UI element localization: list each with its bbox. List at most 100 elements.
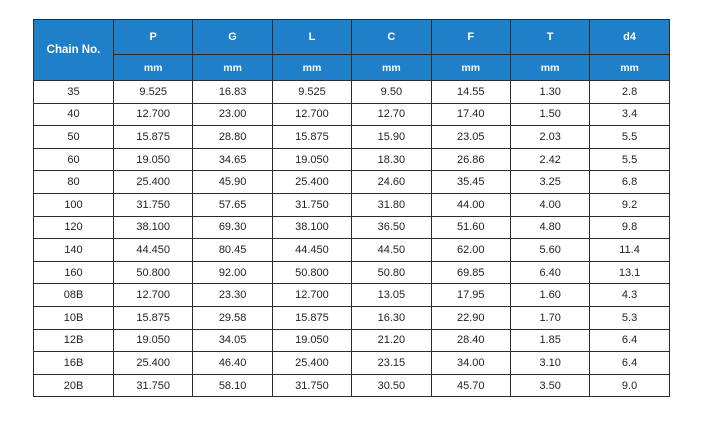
cell-chain-no: 160 xyxy=(33,260,114,285)
cell-c: 24.60 xyxy=(351,170,432,194)
cell-t: 3.10 xyxy=(509,351,591,375)
cell-f: 28.40 xyxy=(430,328,511,353)
cell-c: 9.50 xyxy=(351,80,432,104)
cell-p: 31.750 xyxy=(112,373,194,398)
cell-f: 62.00 xyxy=(430,238,511,262)
cell-t: 3.25 xyxy=(509,170,591,194)
cell-chain-no: 20B xyxy=(33,373,114,398)
cell-t: 5.60 xyxy=(509,238,591,262)
cell-c: 23.15 xyxy=(351,351,432,375)
cell-f: 51.60 xyxy=(430,215,511,240)
column-header-l: L xyxy=(271,19,353,55)
table-row: 40 12.700 23.00 12.700 12.70 17.40 1.50 3.4 xyxy=(33,102,670,127)
unit-header-g: mm xyxy=(192,54,273,81)
unit-header-l: mm xyxy=(271,54,353,81)
cell-p: 9.525 xyxy=(112,80,194,104)
column-header-d4: d4 xyxy=(589,19,670,55)
cell-g: 69.30 xyxy=(192,215,273,240)
table-row: 100 31.750 57.65 31.750 31.80 44.00 4.00 9.2 xyxy=(33,192,670,217)
cell-c: 18.30 xyxy=(351,147,432,172)
cell-l: 19.050 xyxy=(271,147,353,172)
cell-chain-no: 80 xyxy=(33,170,114,194)
cell-c: 13.05 xyxy=(351,283,432,307)
cell-d4: 3.4 xyxy=(589,102,670,127)
cell-chain-no: 08B xyxy=(33,283,114,307)
cell-g: 34.05 xyxy=(192,328,273,353)
cell-p: 38.100 xyxy=(112,215,194,240)
cell-c: 16.30 xyxy=(351,305,432,330)
cell-p: 50.800 xyxy=(112,260,194,285)
cell-f: 14.55 xyxy=(430,80,511,104)
cell-p: 25.400 xyxy=(112,170,194,194)
cell-l: 31.750 xyxy=(271,373,353,398)
cell-d4: 2.8 xyxy=(589,80,670,104)
cell-d4: 13.1 xyxy=(589,260,670,285)
cell-p: 19.050 xyxy=(112,328,194,353)
cell-f: 34.00 xyxy=(430,351,511,375)
header-row-columns: Chain No. P G L C F T d4 xyxy=(33,19,670,81)
table-row: 16B 25.400 46.40 25.400 23.15 34.00 3.10 6.4 xyxy=(33,351,670,375)
cell-l: 38.100 xyxy=(271,215,353,240)
cell-d4: 6.4 xyxy=(589,328,670,353)
cell-g: 92.00 xyxy=(192,260,273,285)
cell-t: 2.42 xyxy=(509,147,591,172)
chain-no-header: Chain No. xyxy=(33,19,114,81)
cell-f: 44.00 xyxy=(430,192,511,217)
table-row: 120 38.100 69.30 38.100 36.50 51.60 4.80 9.8 xyxy=(33,215,670,240)
cell-p: 12.700 xyxy=(112,102,194,127)
table-row: 12B 19.050 34.05 19.050 21.20 28.40 1.85 6.4 xyxy=(33,328,670,353)
cell-d4: 9.2 xyxy=(589,192,670,217)
cell-g: 57.65 xyxy=(192,192,273,217)
cell-c: 30.50 xyxy=(351,373,432,398)
cell-l: 12.700 xyxy=(271,102,353,127)
column-header-t: T xyxy=(509,19,591,55)
cell-chain-no: 40 xyxy=(33,102,114,127)
table-row: 80 25.400 45.90 25.400 24.60 35.45 3.25 6.8 xyxy=(33,170,670,194)
cell-l: 31.750 xyxy=(271,192,353,217)
cell-g: 34.65 xyxy=(192,147,273,172)
cell-t: 1.70 xyxy=(509,305,591,330)
cell-l: 15.875 xyxy=(271,305,353,330)
cell-chain-no: 50 xyxy=(33,125,114,149)
cell-t: 1.60 xyxy=(509,283,591,307)
unit-header-p: mm xyxy=(112,54,194,81)
column-header-g: G xyxy=(192,19,273,55)
cell-chain-no: 140 xyxy=(33,238,114,262)
cell-d4: 5.5 xyxy=(589,147,670,172)
cell-g: 29.58 xyxy=(192,305,273,330)
cell-d4: 11.4 xyxy=(589,238,670,262)
cell-l: 9.525 xyxy=(271,80,353,104)
cell-l: 19.050 xyxy=(271,328,353,353)
cell-t: 1.85 xyxy=(509,328,591,353)
cell-t: 4.00 xyxy=(509,192,591,217)
cell-t: 1.30 xyxy=(509,80,591,104)
table-row: 160 50.800 92.00 50.800 50.80 69.85 6.40 13.1 xyxy=(33,260,670,285)
header-row-units: mm mm mm mm mm mm mm xyxy=(34,54,670,81)
cell-chain-no: 12B xyxy=(33,328,114,353)
cell-g: 28.80 xyxy=(192,125,273,149)
cell-p: 44.450 xyxy=(112,238,194,262)
cell-d4: 6.4 xyxy=(589,351,670,375)
cell-t: 4.80 xyxy=(509,215,591,240)
cell-d4: 5.5 xyxy=(589,125,670,149)
cell-d4: 5.3 xyxy=(589,305,670,330)
table-row: 35 9.525 16.83 9.525 9.50 14.55 1.30 2.8 xyxy=(33,80,670,104)
cell-p: 15.875 xyxy=(112,125,194,149)
cell-l: 12.700 xyxy=(271,283,353,307)
chain-dimensions-table-wrapper: Chain No. P G L C F T d4 mm mm mm mm mm … xyxy=(33,19,670,398)
cell-chain-no: 16B xyxy=(33,351,114,375)
cell-l: 25.400 xyxy=(271,351,353,375)
unit-header-t: mm xyxy=(509,54,591,81)
cell-g: 58.10 xyxy=(192,373,273,398)
cell-t: 1.50 xyxy=(509,102,591,127)
cell-c: 50.80 xyxy=(351,260,432,285)
cell-d4: 4.3 xyxy=(589,283,670,307)
cell-f: 26.86 xyxy=(430,147,511,172)
cell-d4: 9.0 xyxy=(589,373,670,398)
cell-f: 23.05 xyxy=(430,125,511,149)
cell-d4: 6.8 xyxy=(589,170,670,194)
table-row: 08B 12.700 23.30 12.700 13.05 17.95 1.60 4.3 xyxy=(33,283,670,307)
cell-g: 46.40 xyxy=(192,351,273,375)
cell-c: 44.50 xyxy=(351,238,432,262)
cell-c: 12.70 xyxy=(351,102,432,127)
